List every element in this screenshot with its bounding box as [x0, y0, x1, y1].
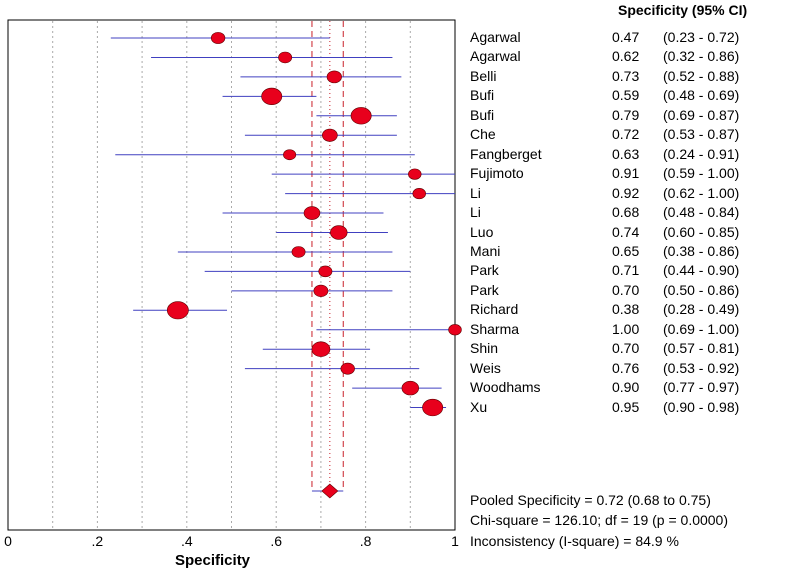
study-marker	[311, 341, 331, 357]
study-ci: (0.48 - 0.84)	[663, 204, 740, 221]
study-specificity: 0.38	[612, 301, 640, 318]
study-name: Agarwal	[470, 29, 521, 45]
study-specificity: 0.59	[612, 87, 640, 104]
column-header: Specificity (95% CI)	[618, 2, 748, 18]
study-markers	[166, 32, 462, 417]
study-marker	[303, 206, 321, 220]
pooled-diamond	[321, 483, 339, 499]
study-ci: (0.28 - 0.49)	[663, 301, 740, 318]
study-name: Mani	[470, 242, 501, 259]
study-specificity: 0.71	[612, 262, 640, 279]
study-marker	[166, 301, 189, 320]
study-marker	[313, 284, 329, 297]
study-name: Weis	[470, 359, 501, 376]
study-name: Bufi	[470, 87, 495, 104]
study-specificity: 0.79	[612, 106, 640, 123]
study-name: Che	[470, 126, 496, 143]
study-marker	[422, 398, 444, 417]
inconsistency-line: Inconsistency (I-square) = 84.9 %	[470, 533, 679, 549]
study-specificity: 0.47	[612, 29, 640, 45]
x-tick-label: 1	[451, 533, 459, 549]
study-marker	[350, 107, 372, 125]
study-specificity: 0.91	[612, 165, 640, 182]
study-marker	[283, 149, 297, 161]
study-marker	[291, 246, 306, 258]
pooled-reference-lines	[311, 21, 344, 490]
study-ci: (0.53 - 0.87)	[663, 126, 740, 143]
study-ci: (0.24 - 0.91)	[663, 145, 740, 162]
study-marker	[326, 70, 342, 84]
study-specificity: 0.92	[612, 184, 640, 201]
study-specificity: 0.65	[612, 242, 640, 259]
study-name: Li	[470, 184, 481, 201]
study-ci: (0.32 - 0.86)	[663, 48, 740, 65]
study-specificity: 0.72	[612, 126, 640, 143]
x-tick-label: 0	[4, 533, 12, 549]
x-tick-label: .8	[359, 533, 372, 549]
study-name: Belli	[470, 67, 497, 84]
x-tick-label: .2	[91, 533, 104, 549]
study-specificity: 0.62	[612, 48, 640, 65]
study-ci: (0.59 - 1.00)	[663, 165, 740, 182]
study-name: Luo	[470, 223, 494, 240]
study-name: Xu	[470, 398, 488, 415]
study-specificity: 0.74	[612, 223, 640, 240]
x-tick-label: .4	[180, 533, 193, 549]
study-name: Agarwal	[470, 48, 521, 65]
study-ci: (0.77 - 0.97)	[663, 379, 740, 396]
study-name: Sharma	[470, 320, 520, 337]
study-specificity: 0.63	[612, 145, 640, 162]
x-axis-label: Specificity	[175, 552, 251, 569]
study-marker	[448, 324, 462, 336]
study-marker	[412, 188, 426, 200]
study-ci: (0.57 - 0.81)	[663, 340, 740, 357]
study-marker	[261, 87, 283, 105]
study-specificity: 0.95	[612, 398, 640, 415]
study-ci: (0.69 - 0.87)	[663, 106, 740, 123]
study-name: Shin	[470, 340, 499, 357]
study-marker	[278, 51, 293, 64]
pooled-diamond-group	[311, 483, 344, 499]
grid-lines	[52, 21, 411, 529]
study-specificity: 0.90	[612, 379, 640, 396]
x-tick-label: .6	[270, 533, 283, 549]
study-name: Bufi	[470, 106, 495, 123]
study-marker	[322, 128, 338, 142]
study-ci: (0.90 - 0.98)	[663, 398, 740, 415]
study-marker	[401, 380, 419, 396]
study-ci: (0.69 - 1.00)	[663, 320, 740, 337]
study-ci: (0.23 - 0.72)	[663, 29, 740, 45]
study-name: Fangberget	[470, 145, 542, 162]
study-marker	[210, 32, 226, 44]
study-specificity: 0.70	[612, 340, 640, 357]
study-ci: (0.53 - 0.92)	[663, 359, 740, 376]
study-name: Richard	[470, 301, 519, 318]
study-marker	[408, 168, 422, 180]
study-ci: (0.60 - 0.85)	[663, 223, 740, 240]
study-name: Park	[470, 281, 499, 298]
study-marker	[330, 225, 348, 240]
study-specificity: 1.00	[612, 320, 640, 337]
study-name: Li	[470, 204, 481, 221]
study-ci: (0.44 - 0.90)	[663, 262, 740, 279]
study-marker	[340, 362, 355, 375]
study-specificity: 0.68	[612, 204, 640, 221]
study-ci: (0.50 - 0.86)	[663, 281, 740, 298]
study-name: Park	[470, 262, 499, 279]
study-ci: (0.62 - 1.00)	[663, 184, 740, 201]
study-marker	[318, 265, 333, 278]
study-name: Fujimoto	[470, 165, 524, 182]
study-specificity: 0.73	[612, 67, 640, 84]
study-ci: (0.48 - 0.69)	[663, 87, 740, 104]
study-ci: (0.38 - 0.86)	[663, 242, 740, 259]
study-specificity: 0.70	[612, 281, 640, 298]
chi-square-line: Chi-square = 126.10; df = 19 (p = 0.0000…	[470, 512, 729, 528]
study-specificity: 0.76	[612, 359, 640, 376]
pooled-summary-line: Pooled Specificity = 0.72 (0.68 to 0.75)	[470, 492, 711, 508]
confidence-intervals	[110, 37, 455, 409]
study-ci: (0.52 - 0.88)	[663, 67, 740, 84]
plot-frame	[7, 19, 456, 531]
study-name: Woodhams	[470, 379, 541, 396]
